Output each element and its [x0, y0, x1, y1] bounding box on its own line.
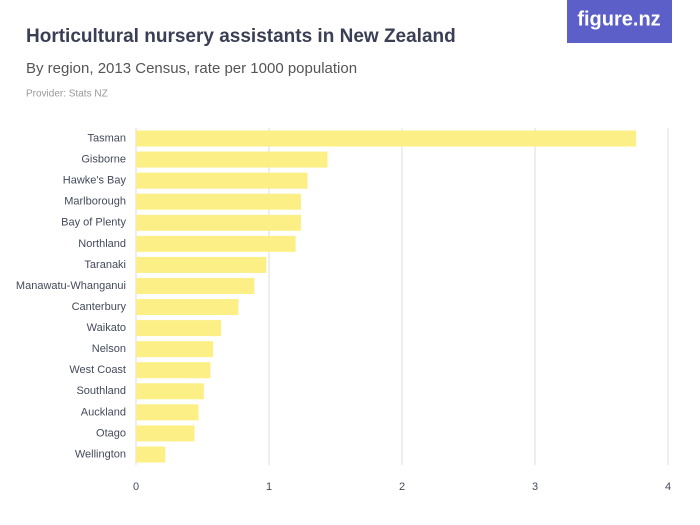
y-tick-label: Tasman — [87, 132, 126, 144]
bar — [136, 172, 308, 189]
y-tick-label: Wellington — [75, 448, 126, 460]
y-tick-label: Nelson — [92, 343, 126, 355]
bar — [136, 214, 301, 231]
bar — [136, 383, 204, 400]
y-tick-label: Auckland — [81, 406, 126, 418]
bar — [136, 341, 214, 358]
y-tick-label: Bay of Plenty — [61, 217, 126, 229]
y-tick-label: Otago — [96, 427, 126, 439]
y-tick-label: Waikato — [87, 322, 126, 334]
bar — [136, 404, 199, 421]
y-tick-label: Marlborough — [64, 196, 126, 208]
chart-subtitle: By region, 2013 Census, rate per 1000 po… — [26, 60, 357, 77]
bar — [136, 256, 267, 273]
x-tick-label: 4 — [665, 481, 671, 493]
y-tick-label: Taranaki — [84, 259, 126, 271]
x-tick-label: 3 — [532, 481, 538, 493]
x-tick-label: 1 — [266, 481, 272, 493]
bar — [136, 130, 637, 147]
bar — [136, 446, 166, 463]
logo-box — [567, 0, 672, 43]
bar — [136, 193, 301, 210]
y-tick-label: Gisborne — [81, 154, 126, 166]
y-tick-label: Manawatu-Whanganui — [16, 280, 126, 292]
bar — [136, 362, 211, 379]
y-tick-label: Northland — [78, 238, 126, 250]
chart-title: Horticultural nursery assistants in New … — [26, 26, 456, 47]
logo: figure.nz — [577, 8, 660, 30]
y-tick-label: Canterbury — [72, 301, 127, 313]
bar — [136, 299, 239, 316]
provider: Provider: Stats NZ — [26, 89, 108, 100]
bar — [136, 320, 222, 337]
y-tick-label: Southland — [76, 385, 126, 397]
x-tick-label: 0 — [133, 481, 139, 493]
bar — [136, 151, 328, 168]
bar — [136, 425, 195, 442]
bar — [136, 277, 255, 294]
y-tick-label: Hawke's Bay — [63, 175, 127, 187]
y-tick-label: West Coast — [69, 364, 126, 376]
bar — [136, 235, 296, 252]
x-tick-label: 2 — [399, 481, 405, 493]
